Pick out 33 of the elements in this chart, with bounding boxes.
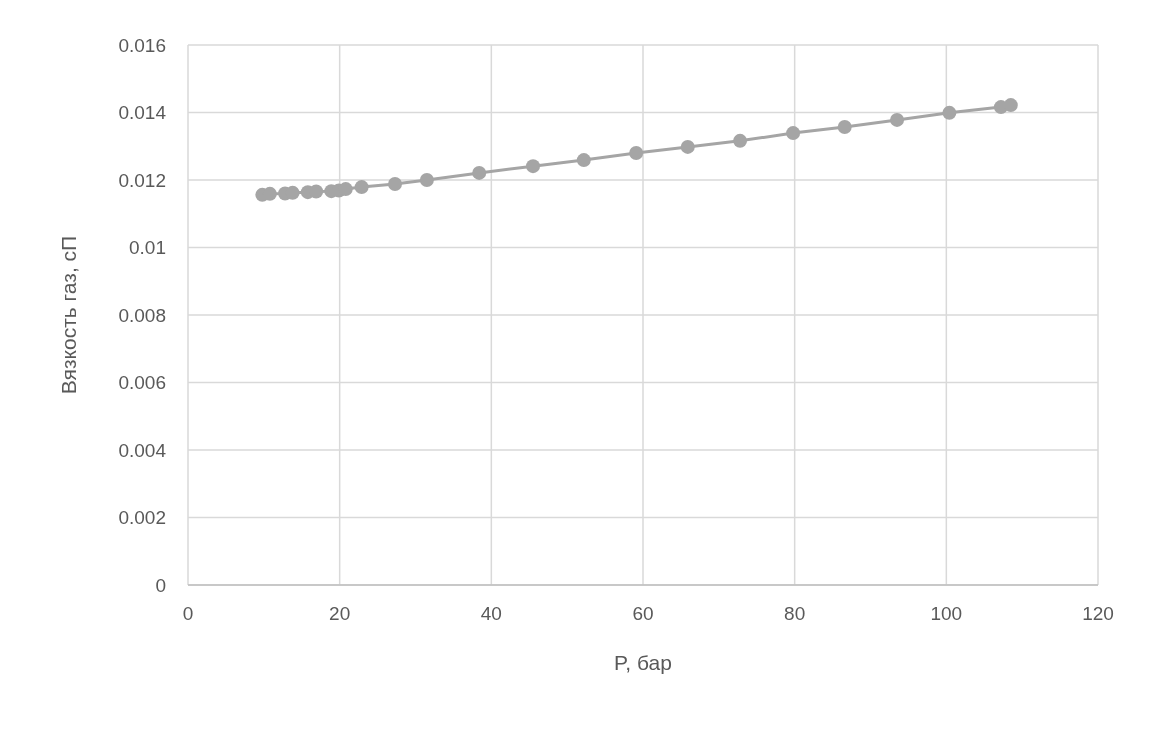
x-tick-label: 60 bbox=[632, 603, 654, 624]
point bbox=[526, 159, 541, 174]
x-tick-label: 80 bbox=[784, 603, 806, 624]
y-tick-label: 0.012 bbox=[118, 169, 166, 191]
point bbox=[680, 139, 695, 154]
point bbox=[309, 184, 324, 199]
y-tick-label: 0.002 bbox=[118, 507, 166, 529]
y-tick-label: 0.01 bbox=[129, 237, 166, 259]
x-tick-label: 40 bbox=[480, 603, 502, 624]
point bbox=[388, 177, 403, 192]
y-axis-title: Вязкость газ, сП bbox=[57, 235, 80, 395]
x-tick-label: 120 bbox=[1082, 603, 1114, 624]
point bbox=[890, 112, 905, 127]
y-tick-label: 0.006 bbox=[118, 372, 166, 394]
point bbox=[786, 126, 801, 141]
y-tick-label: 0.016 bbox=[118, 34, 166, 56]
point bbox=[576, 153, 591, 168]
point bbox=[472, 165, 487, 180]
y-tick-label: 0.008 bbox=[118, 304, 166, 326]
point bbox=[942, 105, 957, 120]
x-tick-label: 20 bbox=[329, 603, 351, 624]
point bbox=[629, 146, 644, 160]
point bbox=[1003, 98, 1018, 113]
point bbox=[837, 120, 852, 135]
point bbox=[354, 180, 369, 195]
y-tick-label: 0 bbox=[155, 574, 166, 596]
point bbox=[419, 173, 434, 187]
x-axis-title: P, бар bbox=[614, 651, 672, 674]
y-tick-label: 0.004 bbox=[118, 439, 167, 461]
x-tick-label: 0 bbox=[182, 603, 194, 624]
y-tick-label: 0.014 bbox=[118, 102, 167, 124]
point bbox=[733, 133, 748, 148]
x-tick-label: 100 bbox=[930, 603, 963, 624]
